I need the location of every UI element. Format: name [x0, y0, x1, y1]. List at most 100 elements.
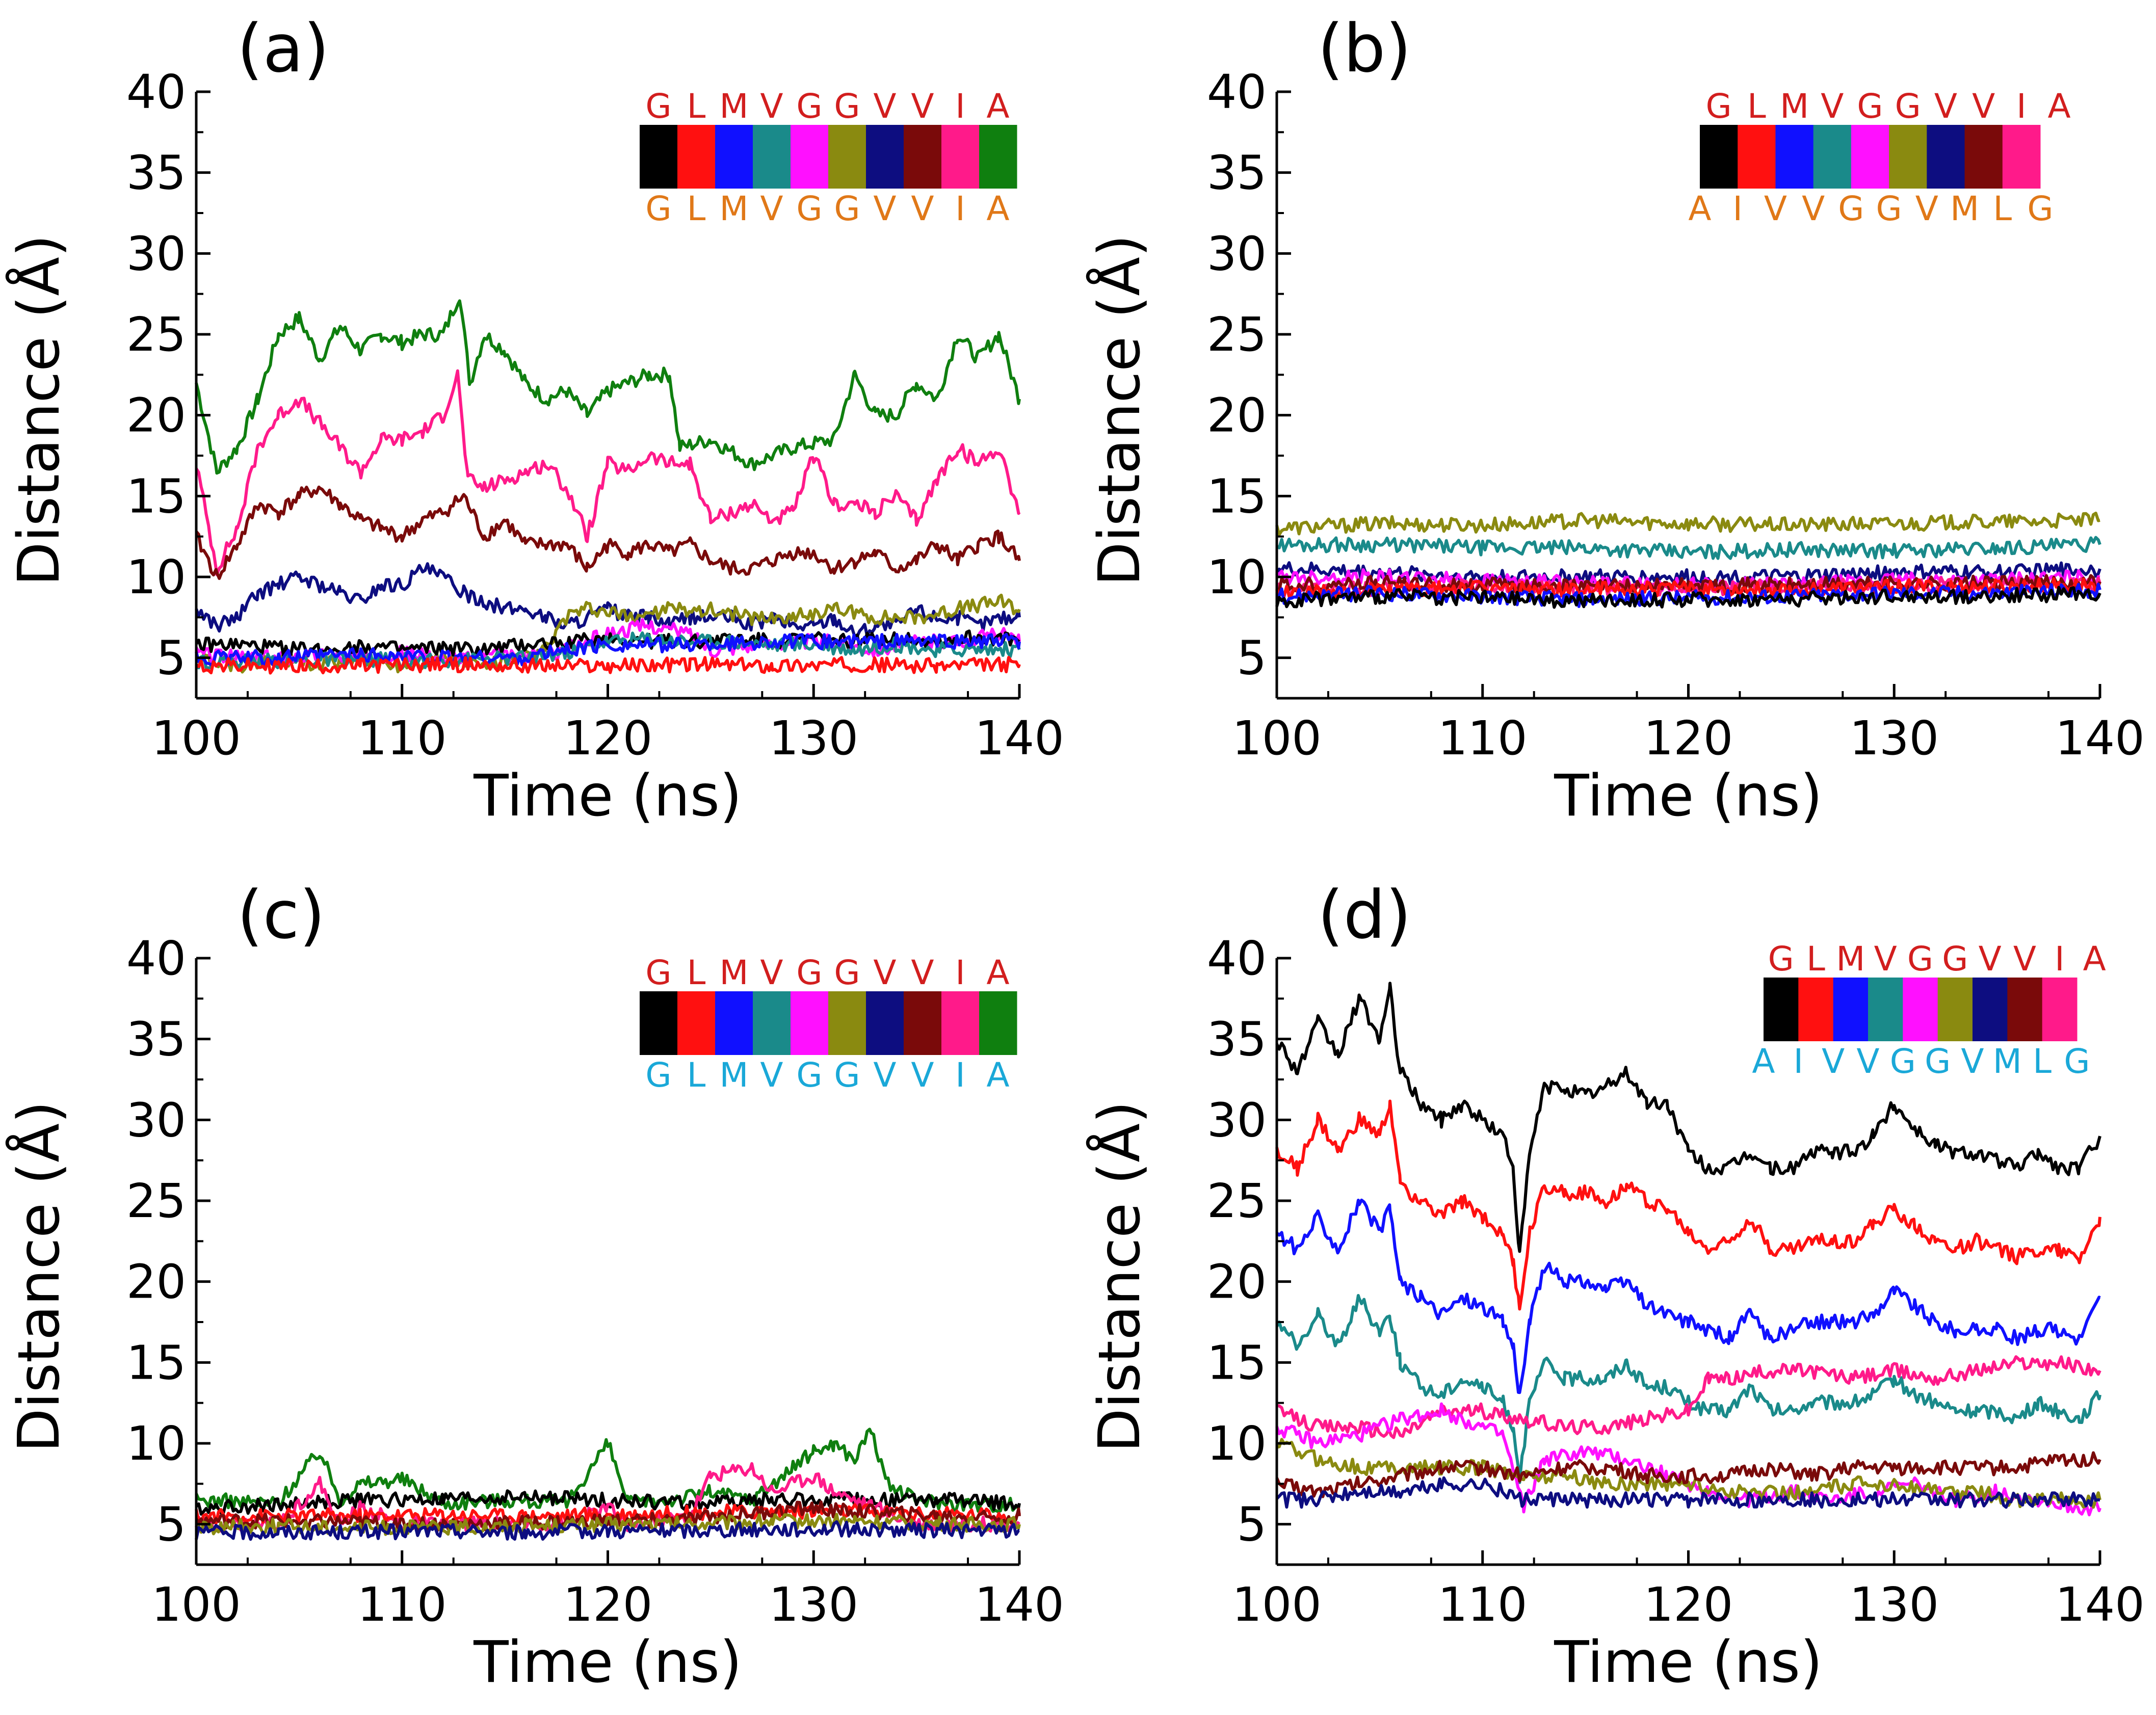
legend-bottom-residue: V	[1822, 1042, 1845, 1081]
legend-top-residue: G	[796, 953, 822, 992]
legend-swatch	[640, 125, 678, 189]
legend-swatch	[1798, 978, 1834, 1041]
x-axis-label: Time (ns)	[473, 763, 742, 829]
x-tick-label: 130	[1849, 1577, 1939, 1632]
legend-swatch	[866, 125, 904, 189]
legend-swatch	[2042, 978, 2078, 1041]
legend-swatch	[828, 991, 866, 1055]
x-tick-label: 130	[1849, 711, 1939, 766]
series-line-A	[195, 1428, 1021, 1513]
legend-swatch	[1738, 125, 1776, 189]
y-tick-label: 5	[156, 1497, 186, 1552]
panel-label: (b)	[1318, 10, 1411, 87]
x-tick-label: 100	[1232, 711, 1322, 766]
y-tick-label: 20	[1207, 388, 1267, 443]
legend-swatch	[1775, 125, 1814, 189]
legend-bottom-residue: A	[986, 1056, 1009, 1095]
legend-top-residue: G	[645, 953, 671, 992]
legend-bottom-residue: G	[834, 189, 860, 228]
y-tick-label: 25	[1207, 307, 1267, 362]
x-tick-label: 100	[151, 1577, 241, 1632]
legend-swatch	[904, 125, 942, 189]
y-axis-label: Distance (Å)	[6, 1101, 72, 1452]
legend-bottom-residue: G	[1838, 189, 1864, 228]
legend-swatch	[715, 125, 753, 189]
y-tick-label: 20	[126, 1255, 186, 1309]
y-tick-label: 10	[126, 550, 186, 604]
sequence-legend: G L M V G G V V I AA I V V G G V M L G	[1752, 939, 2106, 1081]
legend-bottom-residue: V	[760, 189, 783, 228]
legend-bottom-residue: G	[1925, 1042, 1951, 1081]
y-tick-label: 5	[1237, 1497, 1267, 1552]
legend-top-residue: A	[986, 87, 1009, 126]
series-line-I	[195, 369, 1021, 576]
legend-bottom-residue: V	[1856, 1042, 1879, 1081]
legend-bottom-residue: G	[796, 189, 822, 228]
legend-bottom-residue: G	[2027, 189, 2053, 228]
legend-swatch	[1903, 978, 1938, 1041]
series-line-M	[1275, 1198, 2101, 1394]
legend-top-residue: M	[720, 87, 749, 126]
legend-top-residue: G	[834, 953, 860, 992]
x-tick-label: 110	[357, 1577, 447, 1632]
legend-bottom-residue: I	[955, 189, 965, 228]
y-tick-label: 15	[126, 1335, 186, 1390]
legend-top-residue: V	[873, 953, 896, 992]
y-tick-label: 30	[1207, 1093, 1267, 1147]
legend-swatch	[753, 125, 791, 189]
y-tick-label: 30	[1207, 226, 1267, 281]
x-tick-label: 140	[975, 711, 1064, 766]
x-tick-label: 120	[1644, 1577, 1733, 1632]
x-tick-label: 100	[1232, 1577, 1322, 1632]
series-line-L	[1275, 1099, 2101, 1311]
y-tick-label: 35	[1207, 146, 1267, 200]
series-line-V1	[1275, 1294, 2101, 1484]
legend-swatch	[1964, 125, 2003, 189]
y-tick-label: 10	[1207, 550, 1267, 604]
legend-top-residue: I	[2016, 87, 2026, 126]
legend-bottom-residue: V	[1764, 189, 1787, 228]
legend-bottom-residue: V	[911, 189, 934, 228]
series-line-V3	[195, 485, 1021, 580]
y-tick-label: 20	[126, 388, 186, 443]
series-line-V3	[1275, 1451, 2101, 1498]
y-axis-label: Distance (Å)	[1086, 1101, 1153, 1452]
panel-label: (c)	[237, 876, 325, 954]
panel-1: 100 110 120 130 140 5 10 15 20 25 30 35 40 Time (ns) D…	[6, 10, 1064, 829]
series-line-L	[195, 1502, 1021, 1525]
legend-bottom-residue: M	[1950, 189, 1979, 228]
y-tick-label: 30	[126, 226, 186, 281]
series-line-V3	[1276, 574, 2101, 595]
series-line-G1	[1275, 982, 2101, 1253]
legend-top-residue: G	[796, 87, 822, 126]
panel-3: 100 110 120 130 140 5 10 15 20 25 30 35 40 Time (ns) D…	[6, 876, 1064, 1696]
legend-bottom-residue: L	[687, 1056, 706, 1095]
sequence-legend: G L M V G G V V I AG L M V G G V V I A	[640, 953, 1017, 1095]
legend-bottom-residue: G	[834, 1056, 860, 1095]
legend-top-residue: G	[1907, 939, 1933, 979]
legend-swatch	[791, 125, 829, 189]
y-tick-label: 30	[126, 1093, 186, 1147]
y-tick-label: 40	[1207, 931, 1267, 986]
legend-top-residue: L	[687, 953, 706, 992]
legend-top-residue: V	[911, 87, 934, 126]
legend-bottom-residue: A	[1688, 189, 1711, 228]
x-tick-label: 140	[975, 1577, 1064, 1632]
x-tick-label: 110	[1438, 711, 1528, 766]
legend-top-residue: G	[1706, 87, 1732, 126]
legend-top-residue: I	[955, 87, 965, 126]
series-line-V2	[1275, 1476, 2100, 1509]
legend-top-residue: I	[2055, 939, 2064, 979]
x-axis-label: Time (ns)	[473, 1629, 742, 1696]
legend-top-residue: L	[687, 87, 706, 126]
legend-swatch	[1833, 978, 1869, 1041]
legend-top-residue: V	[911, 953, 934, 992]
legend-swatch	[2007, 978, 2043, 1041]
panel-2: 100 110 120 130 140 5 10 15 20 25 30 35 40 Time (ns) D…	[1086, 10, 2145, 829]
x-tick-label: 120	[1644, 711, 1733, 766]
legend-swatch	[2002, 125, 2041, 189]
panel-label: (d)	[1318, 876, 1411, 954]
legend-swatch	[640, 991, 678, 1055]
sequence-legend: G L M V G G V V I AA I V V G G V M L G	[1688, 87, 2070, 228]
